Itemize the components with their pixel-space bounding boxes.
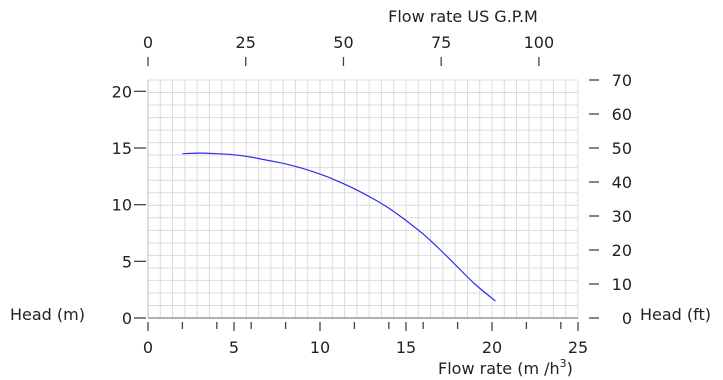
series <box>182 152 496 302</box>
x-bottom-axis-label-close: ) <box>567 359 573 378</box>
x-top-tick-label: 25 <box>236 33 256 52</box>
axes <box>147 80 578 319</box>
grid <box>147 79 579 319</box>
y-left-tick-label: 10 <box>112 196 132 215</box>
y-right-tick-label: 20 <box>612 241 632 260</box>
x-bottom-axis-label-sup: 3 <box>560 357 567 370</box>
y-right-tick-label: 60 <box>612 105 632 124</box>
y-right-tick-label: 70 <box>612 71 632 90</box>
x-bottom-tick-label: 5 <box>229 338 239 357</box>
x-bottom-axis-label-main: Flow rate (m /h <box>438 359 560 378</box>
x-bottom-tick-label: 15 <box>396 338 416 357</box>
x-top-tick-label: 100 <box>524 33 555 52</box>
x-bottom-tick-label: 20 <box>482 338 502 357</box>
y-left-tick-label: 0 <box>122 309 132 328</box>
y-right-tick-label: 30 <box>612 207 632 226</box>
x-top-tick-label: 75 <box>431 33 451 52</box>
y-right-tick-label: 10 <box>612 275 632 294</box>
y-left-tick-label: 20 <box>112 82 132 101</box>
x-bottom-tick-label: 25 <box>568 338 588 357</box>
x-top-tick-label: 0 <box>143 33 153 52</box>
x-bottom-tick-label: 10 <box>310 338 330 357</box>
y-right-axis-label: Head (ft) <box>640 305 711 324</box>
x-top-axis-label: Flow rate US G.P.M <box>388 7 538 26</box>
pump-curve-line <box>182 152 496 302</box>
y-right-tick-label: 0 <box>622 309 632 328</box>
x-bottom-axis-label: Flow rate (m /h3) <box>438 357 573 378</box>
y-left-axis-label: Head (m) <box>10 305 85 324</box>
ticks: 0 5 10 15 20 25 0 25 50 75 100 0 5 10 15 20 0 10 20 30 40 50 6… <box>112 33 632 357</box>
y-left-tick-label: 5 <box>122 252 132 271</box>
x-bottom-tick-label: 0 <box>143 338 153 357</box>
y-right-tick-label: 50 <box>612 139 632 158</box>
x-top-tick-label: 50 <box>333 33 353 52</box>
y-left-tick-label: 15 <box>112 139 132 158</box>
y-right-tick-label: 40 <box>612 173 632 192</box>
